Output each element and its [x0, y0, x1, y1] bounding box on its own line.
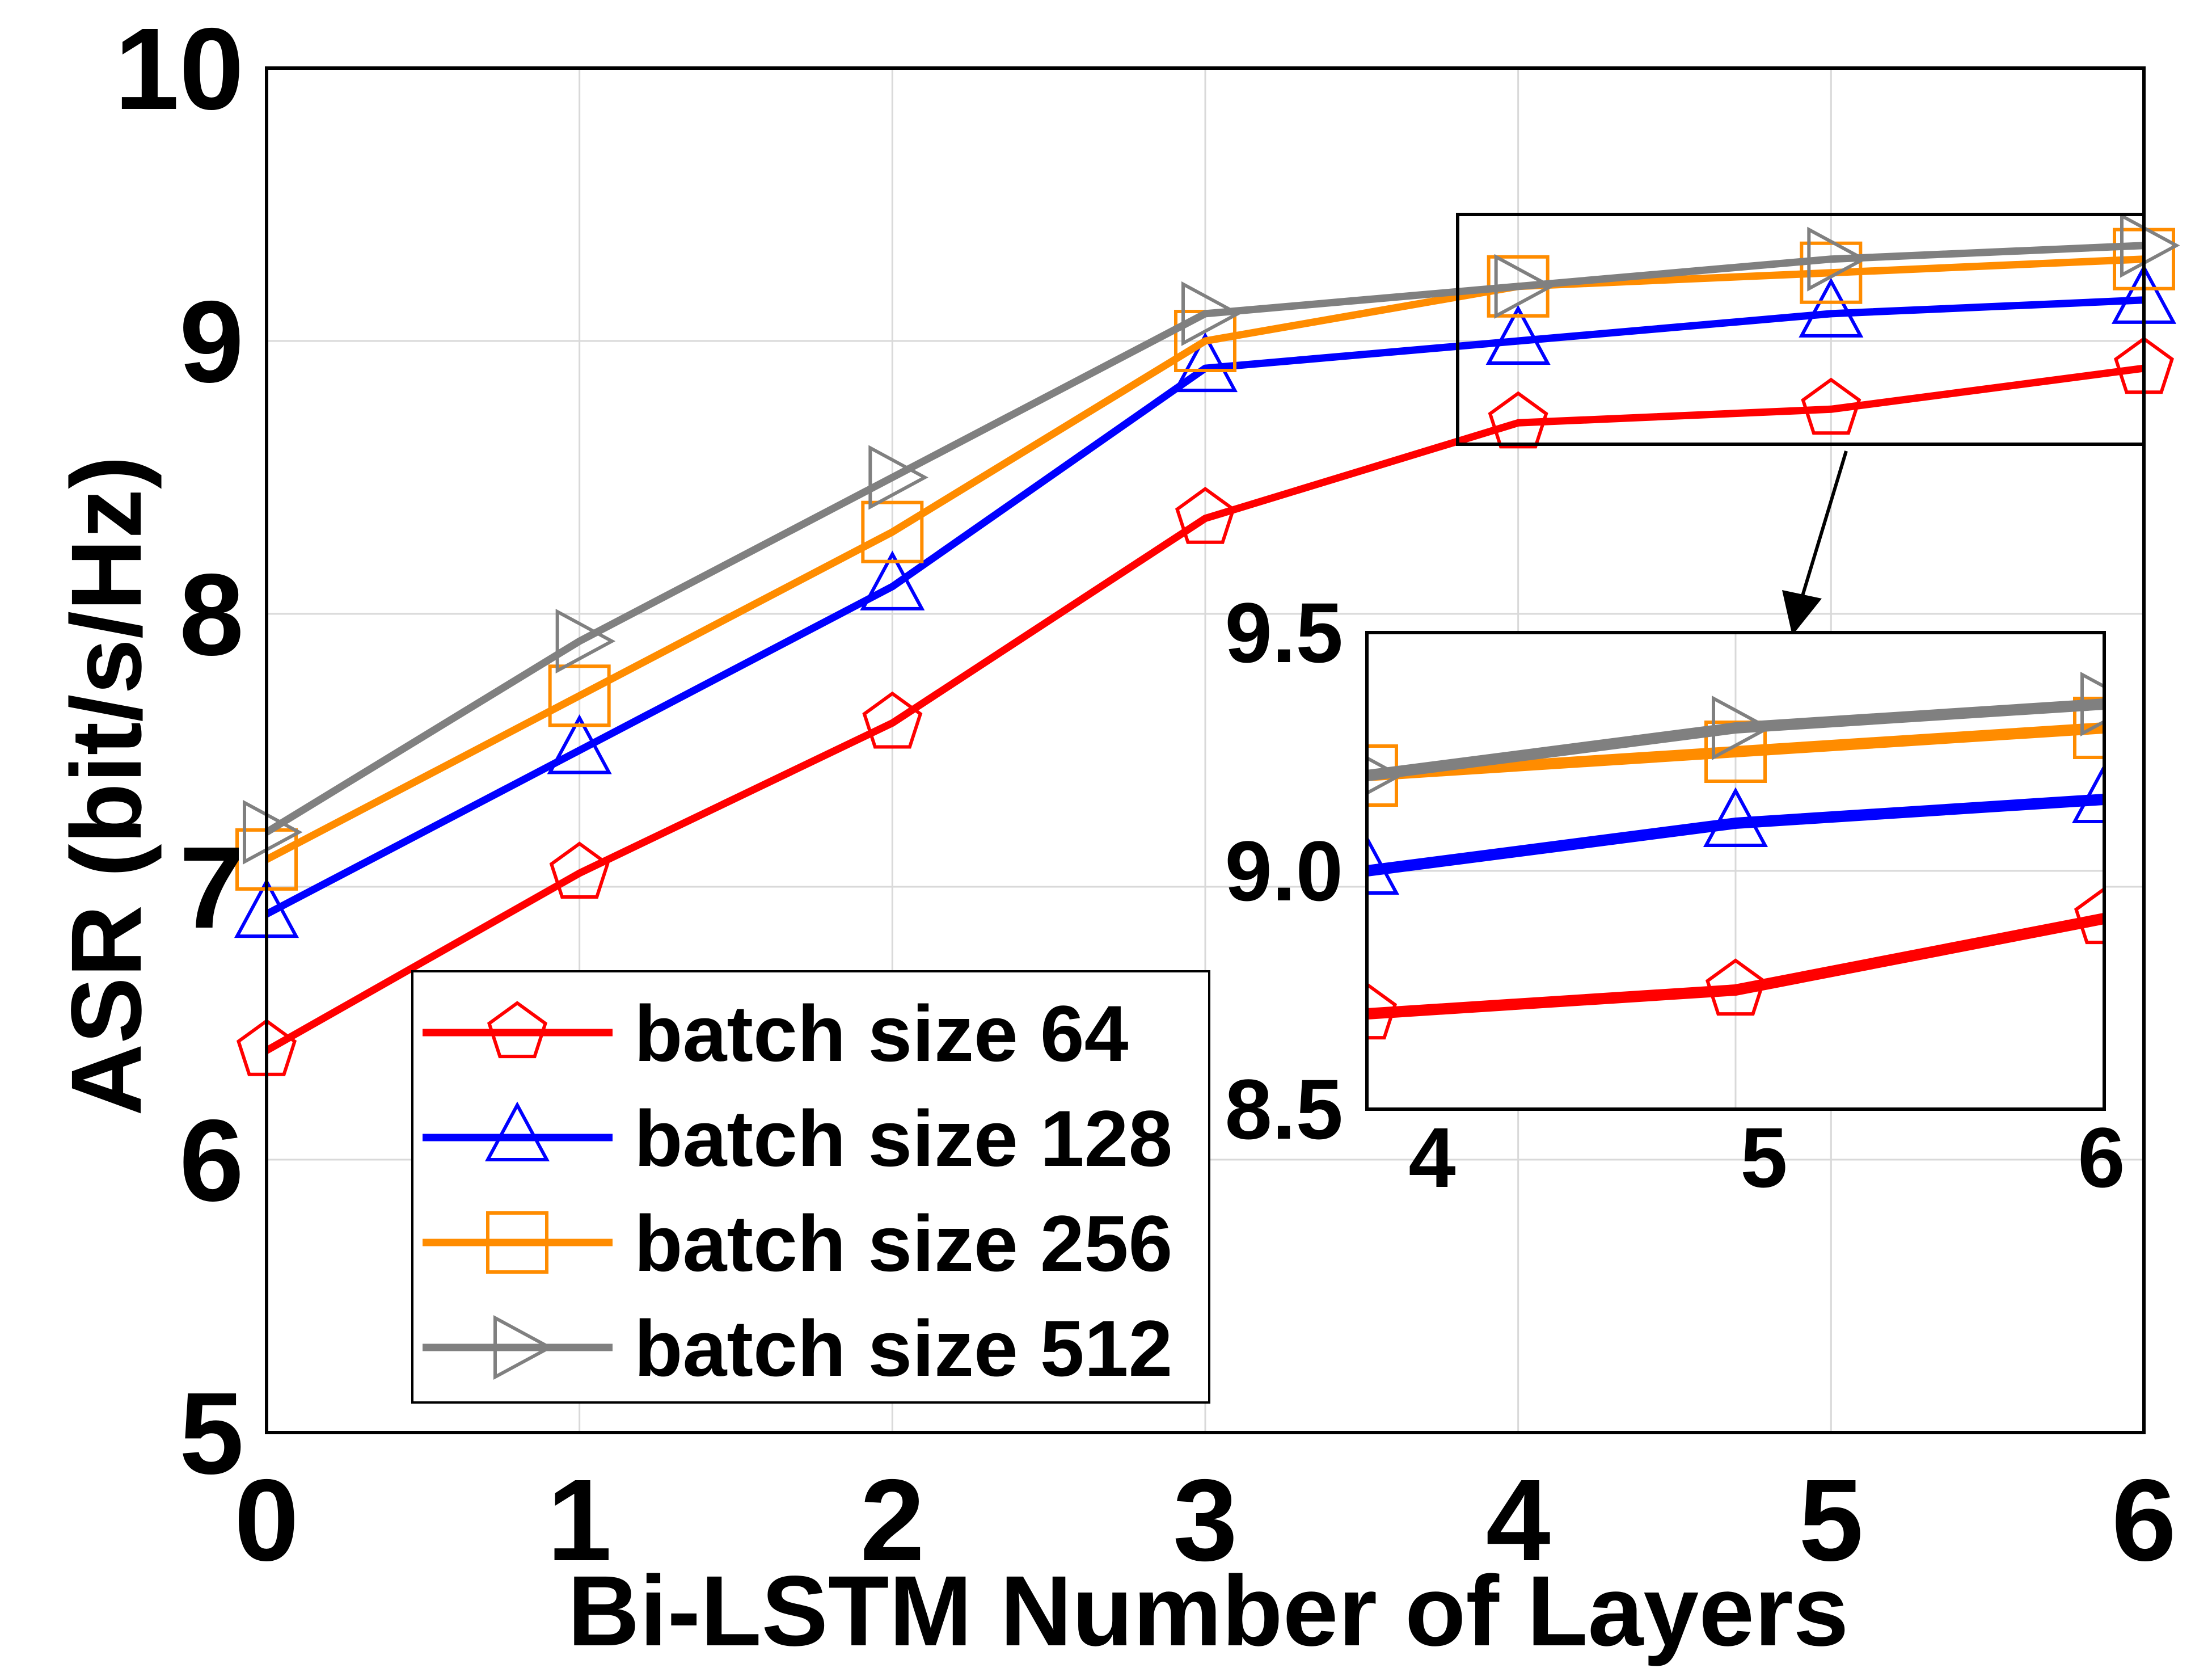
- inset-series-line: [1367, 722, 2104, 782]
- data-point-marker: [1175, 486, 1236, 544]
- legend-entry: batch size 512: [423, 1304, 1172, 1393]
- y-tick-label: 9: [179, 277, 244, 407]
- data-point-marker: [1488, 391, 1548, 449]
- zoom-arrow-head: [1782, 590, 1822, 635]
- y-axis-label: ASR (bit/s/Hz): [51, 456, 162, 1116]
- data-point-marker: [547, 714, 612, 774]
- inset-data-point-marker: [1712, 695, 1772, 761]
- y-tick-label: 6: [179, 1096, 244, 1225]
- legend-marker: [493, 1315, 554, 1380]
- series-batch-size-64: [236, 336, 2175, 1076]
- data-point-marker: [862, 691, 923, 749]
- inset-series-batch-size-64: [1367, 887, 2104, 1040]
- data-point-marker: [1807, 226, 1867, 292]
- inset-data-point-marker: [1367, 756, 1403, 795]
- inset-series-batch-size-128: [1367, 763, 2104, 895]
- x-tick-label: 3: [1173, 1455, 1238, 1585]
- legend-box: [411, 970, 1210, 1404]
- inset-series-line: [1367, 913, 2104, 1020]
- series-line: [264, 364, 2145, 1054]
- data-point-marker: [861, 500, 924, 563]
- inset-frame: [1365, 631, 2106, 1111]
- data-point-marker: [548, 664, 611, 727]
- inset-data-point-marker: [2071, 763, 2104, 823]
- inset-data-point-marker: [2073, 697, 2104, 759]
- data-point-marker: [1494, 254, 1555, 319]
- data-point-marker: [555, 609, 616, 674]
- inset-x-tick-label: 6: [2078, 1110, 2125, 1205]
- inset-data-point-marker: [1703, 787, 1768, 847]
- data-point-marker: [860, 550, 925, 610]
- y-tick-label: 10: [115, 4, 244, 134]
- legend-entry: batch size 256: [423, 1199, 1172, 1288]
- legend-label: batch size 512: [634, 1304, 1172, 1393]
- series-line: [264, 255, 2145, 863]
- legend: batch size 64 batch size 128 batch size 25…: [411, 970, 1210, 1404]
- inset-x-tick-label: 4: [1408, 1110, 1455, 1205]
- series-line: [264, 296, 2145, 917]
- inset-series: [1367, 671, 2104, 1040]
- data-point-marker: [1485, 305, 1551, 365]
- x-tick-label: 1: [547, 1455, 612, 1585]
- inset-series-line: [1367, 698, 2104, 782]
- zoom-region-box: [1456, 213, 2146, 446]
- inset-x-tick-label: 5: [1740, 1110, 1787, 1205]
- x-tick-label: 5: [1799, 1455, 1863, 1585]
- inset-data-point-marker: [1367, 835, 1400, 895]
- series-line: [264, 242, 2145, 836]
- series-batch-size-128: [234, 264, 2177, 938]
- inset-data-point-marker: [2080, 671, 2104, 737]
- data-point-marker: [868, 445, 928, 510]
- data-point-marker: [2120, 213, 2180, 278]
- legend-entry: batch size 64: [423, 989, 1129, 1078]
- inset-plot-area: [1367, 671, 2104, 1040]
- data-point-marker: [1181, 281, 1242, 346]
- y-tick-label: 7: [179, 823, 244, 953]
- inset-series-line: [1367, 794, 2104, 877]
- legend-label: batch size 128: [634, 1094, 1172, 1183]
- inset-data-point-marker: [1705, 958, 1766, 1016]
- series-batch-size-512: [243, 213, 2180, 865]
- data-point-marker: [1799, 277, 1864, 338]
- legend-marker: [484, 1101, 550, 1161]
- data-point-marker: [1172, 332, 1238, 393]
- y-tick-label: 8: [179, 550, 244, 680]
- legend-entry: batch size 128: [423, 1094, 1172, 1183]
- x-axis-label: Bi-LSTM Number of Layers: [568, 1556, 1849, 1667]
- x-tick-label: 6: [2112, 1455, 2176, 1585]
- data-point-marker: [1801, 377, 1861, 435]
- legend-marker: [487, 1001, 548, 1059]
- x-tick-label: 4: [1486, 1455, 1551, 1585]
- x-tick-label: 2: [860, 1455, 925, 1585]
- data-point-marker: [549, 841, 610, 899]
- inset-data-point-marker: [1367, 982, 1398, 1040]
- zoom-arrow-line: [1801, 450, 1848, 596]
- data-point-marker: [243, 799, 303, 865]
- legend-marker: [486, 1211, 548, 1274]
- inset-series-batch-size-512: [1367, 671, 2104, 795]
- inset-y-tick-label: 9.0: [1225, 823, 1343, 919]
- inset-data-point-marker: [2074, 887, 2104, 945]
- x-tick-label: 0: [234, 1455, 299, 1585]
- inset-tick-labels: 4 5 6 8.5 9.0 9.5: [1225, 585, 2125, 1205]
- main-tick-labels: 0 1 2 3 4 5 6 5 6 7 8 9 10: [115, 4, 2176, 1585]
- main-series: [234, 213, 2180, 1076]
- legend-label: batch size 256: [634, 1199, 1172, 1288]
- main-plot-frame: [265, 66, 2146, 1434]
- legend-label: batch size 64: [634, 989, 1129, 1078]
- inset-y-tick-label: 9.5: [1225, 585, 1343, 680]
- inset-y-tick-label: 8.5: [1225, 1062, 1343, 1157]
- y-tick-label: 5: [179, 1368, 244, 1498]
